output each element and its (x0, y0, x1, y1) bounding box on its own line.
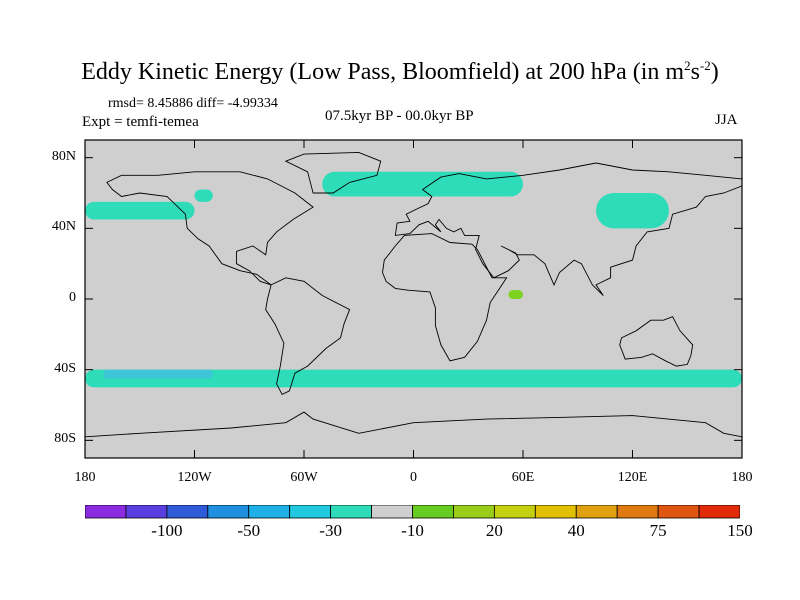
x-tick-label: 180 (74, 470, 96, 485)
experiment-label: Expt = temfi-temea (82, 114, 199, 130)
y-tick-label: 40N (51, 219, 76, 235)
period-label: 07.5kyr BP - 00.0kyr BP (325, 108, 474, 124)
y-tick-label: 0 (69, 290, 76, 305)
colorbar-swatch-9 (453, 505, 495, 519)
colorbar-swatch-10 (493, 505, 536, 519)
colorbar-swatch-6 (330, 505, 372, 519)
anomaly-region-0 (85, 201, 195, 220)
anomaly-region-4 (85, 369, 742, 388)
title-mid: s (690, 59, 700, 85)
colorbar-swatch-3 (207, 505, 250, 519)
stats-text: rmsd= 8.45886 diff= -4.99334 (108, 96, 278, 111)
colorbar-label: 75 (649, 521, 667, 540)
x-tick-label: 180 (731, 470, 753, 485)
colorbar-label: 150 (727, 521, 753, 540)
anomaly-region-2 (322, 171, 523, 197)
colorbar-swatch-1 (125, 505, 168, 519)
anomaly-region-6 (508, 290, 523, 299)
x-tick-label: 120E (617, 470, 648, 485)
colorbar-label: 40 (567, 521, 585, 540)
colorbar-swatch-5 (289, 505, 332, 519)
colorbar-label: 20 (485, 521, 503, 540)
coastline-eurasia (394, 162, 742, 296)
coastline-antarctica (85, 411, 742, 458)
x-tick-label: 60E (511, 470, 535, 485)
plot-title: Eddy Kinetic Energy (Low Pass, Bloomfiel… (0, 58, 800, 86)
colorbar-swatch-15 (698, 505, 740, 519)
x-tick-label: 60W (290, 470, 318, 485)
anomaly-region-5 (103, 369, 213, 379)
colorbar-swatch-14 (657, 505, 700, 519)
title-sup2: -2 (699, 58, 711, 73)
anomaly-region-1 (194, 189, 213, 202)
colorbar-swatch-2 (166, 505, 209, 519)
coastline-africa (382, 233, 508, 362)
x-tick-label: 120W (177, 470, 212, 485)
season-label: JJA (715, 112, 738, 128)
title-end: ) (710, 59, 719, 85)
y-tick-label: 80S (54, 431, 76, 447)
colorbar-label: -30 (319, 521, 342, 540)
colorbar-label: -100 (151, 521, 183, 540)
colorbar-label: -50 (237, 521, 261, 540)
y-tick-label: 80N (51, 148, 76, 164)
coastline-greenland (284, 151, 382, 194)
coastline-south-america (265, 277, 351, 395)
colorbar-swatch-7 (371, 505, 413, 519)
y-tick-label: 40S (54, 360, 76, 376)
coastline-north-america (106, 171, 314, 286)
colorbar-swatch-13 (616, 505, 659, 519)
anomaly-region-3 (596, 193, 669, 229)
colorbar-swatch-12 (575, 505, 618, 519)
x-tick-label: 0 (410, 470, 417, 485)
colorbar-label: -10 (401, 521, 424, 540)
colorbar-swatch-4 (248, 505, 291, 519)
title-main: Eddy Kinetic Energy (Low Pass, Bloomfiel… (81, 59, 685, 85)
title-sup1: 2 (684, 58, 691, 73)
colorbar-swatch-8 (412, 505, 454, 519)
coastline-australia (619, 316, 694, 367)
colorbar-swatch-11 (534, 505, 577, 519)
colorbar (85, 505, 740, 519)
colorbar-swatch-0 (85, 505, 127, 519)
